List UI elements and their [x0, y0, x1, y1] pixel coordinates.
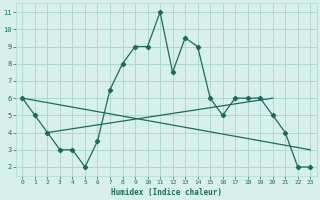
X-axis label: Humidex (Indice chaleur): Humidex (Indice chaleur) [111, 188, 222, 197]
